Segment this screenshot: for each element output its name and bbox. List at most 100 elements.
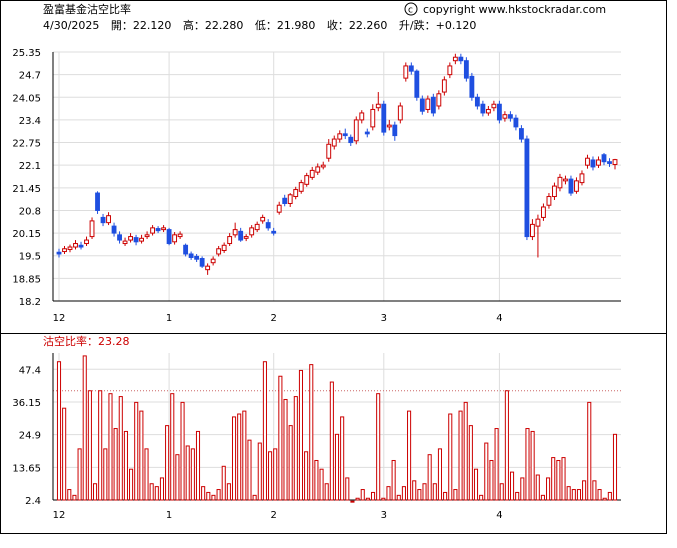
candle-body-down [480,103,486,114]
candle-body-down [392,124,398,137]
ratio-bar [314,459,319,501]
ratio-bar [540,494,545,501]
ratio-bar [566,486,571,501]
candle-body-down [117,234,122,241]
quote-high-value: 22.280 [205,19,244,32]
ratio-date-tick-label: 4 [496,510,502,521]
candle-body-down [194,255,200,260]
candle-body-down [419,98,425,112]
candle-body-up [563,178,568,182]
candle-body-up [436,93,442,107]
candle-body-up [309,169,315,178]
ratio-bar [62,407,67,501]
ratio-bar [304,451,309,501]
candle-body-down [607,161,612,164]
candle-body-up [62,248,67,253]
ratio-bar [98,390,103,501]
ratio-bar [494,428,499,501]
price-tick-label: 22.1 [19,161,41,172]
ratio-bar [391,459,396,501]
quote-date: 4/30/2025 [43,19,99,32]
chart-title: 盈富基金沽空比率 [43,2,131,16]
ratio-bar [92,483,98,501]
ratio-bar [381,497,386,501]
ratio-bar [324,483,329,501]
price-tick-label: 25.35 [12,48,41,59]
ratio-bar [520,477,525,501]
quote-change-label: 升/跌： [399,18,436,32]
candle-body-up [612,159,618,165]
quote-open-label: 開： [111,19,133,32]
ratio-bar [309,364,314,501]
ratio-bar [463,401,468,501]
ratio-bar [458,410,463,501]
ratio-tick-label: 2.4 [25,496,41,507]
candle-body-up [249,227,255,236]
price-tick-label: 20.8 [19,206,41,217]
ratio-bar [417,489,422,501]
candle-body-up [243,236,249,239]
ratio-date-tick-label: 1 [166,510,172,521]
candle-body-up [84,239,89,245]
candle-body-down [496,103,502,121]
ratio-bar [103,448,108,501]
ratio-bar [288,425,293,501]
candle-body-up [73,243,78,248]
price-tick-label: 21.45 [12,184,41,195]
candle-body-down [183,244,189,255]
ratio-bar [345,477,350,501]
candle-body-up [161,227,167,231]
candle-body-up [485,108,491,114]
ratio-bar [139,410,144,501]
candle-body-down [463,60,469,79]
candle-body-up [128,236,133,241]
ratio-bar [427,454,432,501]
ratio-bar [159,477,165,501]
candle-body-down [56,251,62,255]
ratio-bar [412,480,417,501]
ratio-tick-label: 24.9 [19,431,41,442]
ratio-bar [190,448,195,501]
candle-body-down [568,178,574,194]
candle-body-up [585,157,590,166]
candle-body-down [458,56,464,62]
ratio-bar [211,494,216,501]
ratio-bar [484,442,489,501]
candle-body-down [282,197,288,204]
candle-body-up [337,133,343,140]
candle-body-down [265,222,271,229]
candle-body-down [133,237,139,243]
ratio-bar [582,480,587,501]
ratio-bar [401,486,406,501]
ratio-bar [257,442,262,501]
candle-body-down [408,65,414,72]
ratio-bar [551,457,556,501]
candle-body-up [287,194,293,204]
ratio-bar [443,491,448,501]
candle-body-up [353,119,359,142]
quote-low-label: 低： [255,19,277,32]
candle-body-up [122,240,128,245]
ratio-bar [56,361,62,501]
copyright-text: copyright www.hkstockradar.com [423,3,606,16]
ratio-bar [407,410,412,501]
ratio-bar [602,497,607,501]
candle-body-down [342,133,348,137]
candle-body-down [507,114,513,119]
candle-body-up [375,103,381,109]
candle-body-up [254,223,260,231]
ratio-bar [195,430,201,501]
ratio-bar [237,413,242,501]
candle-body-down [590,159,596,168]
ratio-bar [154,486,159,501]
ratio-bar [242,410,247,501]
ratio-bar [587,401,592,501]
ratio-bar [592,480,597,501]
ratio-bar [77,448,82,501]
copyright-symbol: c [408,6,413,16]
ratio-bar [262,361,267,501]
candle-body-down [271,230,277,234]
candle-body-up [502,114,508,119]
quote-line: 4/30/2025 開：22.120 高：22.280 低：21.980 收：2… [43,18,476,32]
